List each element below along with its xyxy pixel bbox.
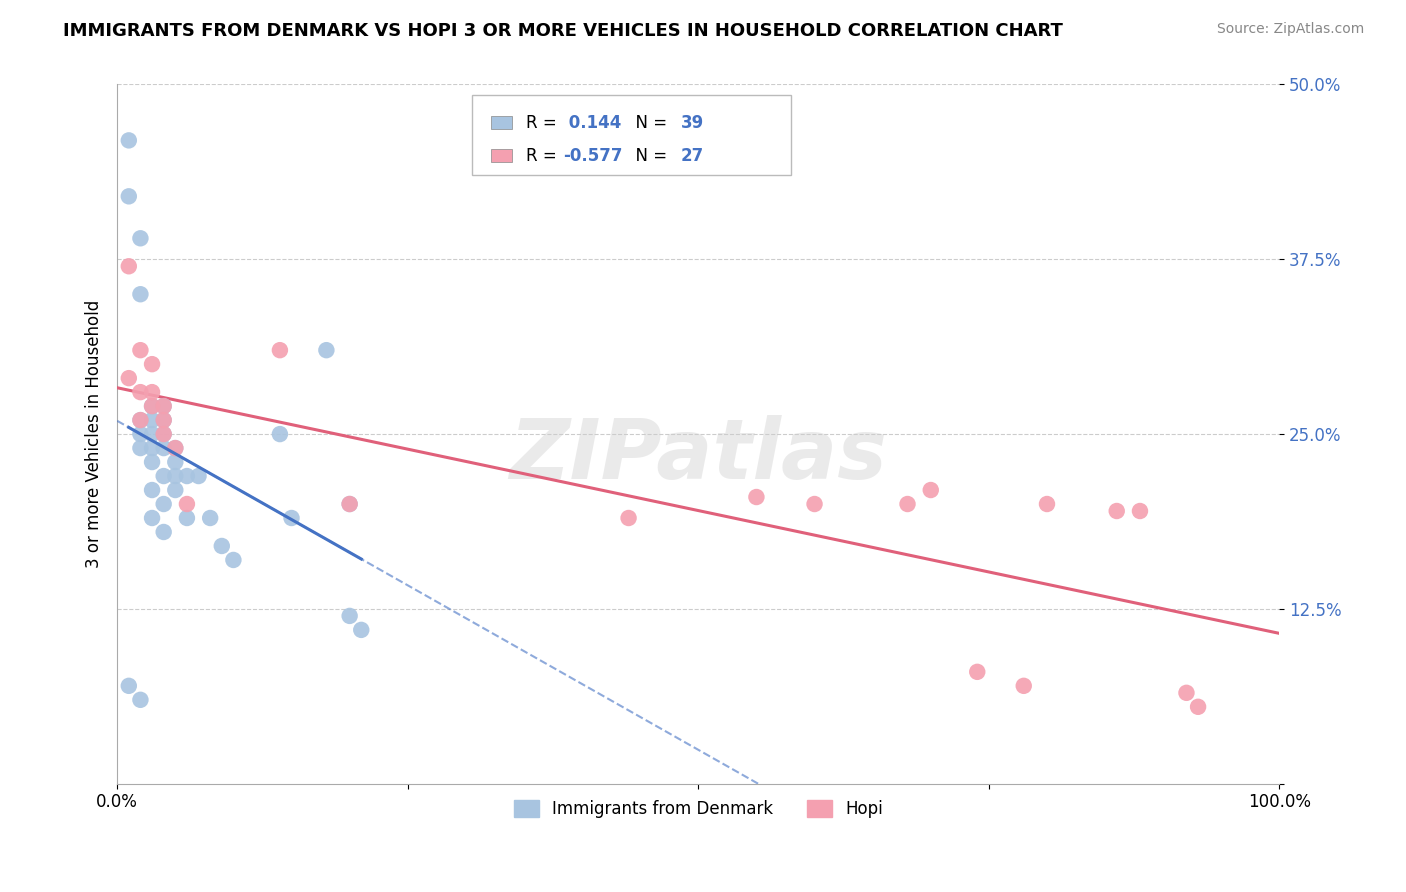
Point (1012, 679, 1035, 693)
Point (176, 469, 198, 483)
Point (118, 371, 141, 385)
Point (141, 441, 163, 455)
Legend: Immigrants from Denmark, Hopi: Immigrants from Denmark, Hopi (508, 793, 890, 824)
Point (141, 483, 163, 497)
Text: N =: N = (626, 113, 672, 132)
Point (152, 399, 174, 413)
Point (745, 490, 768, 504)
Point (617, 511, 640, 525)
Point (211, 539, 233, 553)
Point (896, 497, 918, 511)
Point (1175, 686, 1198, 700)
Point (176, 511, 198, 525)
Point (129, 287, 152, 301)
Point (315, 343, 337, 358)
Text: 27: 27 (681, 146, 704, 165)
Point (966, 665, 988, 679)
Point (152, 413, 174, 427)
Point (280, 511, 302, 525)
Point (141, 357, 163, 371)
Point (165, 441, 187, 455)
Point (152, 399, 174, 413)
Point (141, 413, 163, 427)
Point (152, 441, 174, 455)
Point (152, 469, 174, 483)
Point (129, 413, 152, 427)
Point (339, 497, 361, 511)
Point (141, 455, 163, 469)
Y-axis label: 3 or more Vehicles in Household: 3 or more Vehicles in Household (86, 300, 103, 568)
Point (118, 133, 141, 147)
Point (129, 427, 152, 442)
Point (339, 497, 361, 511)
Point (165, 483, 187, 497)
Point (1105, 504, 1128, 518)
Point (165, 455, 187, 469)
Point (198, 511, 221, 525)
Text: 39: 39 (681, 113, 704, 132)
Point (803, 497, 825, 511)
Point (165, 469, 187, 483)
Point (152, 413, 174, 427)
Point (1187, 699, 1209, 714)
Point (1036, 497, 1059, 511)
Point (165, 441, 187, 455)
Text: -0.577: -0.577 (564, 146, 623, 165)
Point (187, 469, 209, 483)
Point (129, 441, 152, 455)
Text: ZIPatlas: ZIPatlas (509, 415, 887, 496)
Point (129, 385, 152, 400)
Text: N =: N = (626, 146, 672, 165)
Text: R =: R = (526, 146, 562, 165)
Text: IMMIGRANTS FROM DENMARK VS HOPI 3 OR MORE VEHICLES IN HOUSEHOLD CORRELATION CHAR: IMMIGRANTS FROM DENMARK VS HOPI 3 OR MOR… (63, 22, 1063, 40)
Point (141, 511, 163, 525)
Point (269, 427, 291, 442)
Point (141, 399, 163, 413)
Text: 0.144: 0.144 (564, 113, 621, 132)
Point (118, 189, 141, 203)
Point (176, 497, 198, 511)
Point (118, 679, 141, 693)
Point (350, 623, 373, 637)
Text: R =: R = (526, 113, 562, 132)
FancyBboxPatch shape (492, 116, 512, 129)
Point (920, 483, 942, 497)
Point (129, 413, 152, 427)
Point (339, 608, 361, 623)
Point (129, 231, 152, 245)
FancyBboxPatch shape (471, 95, 792, 176)
Point (129, 343, 152, 358)
Point (152, 427, 174, 442)
Point (1129, 504, 1152, 518)
Point (152, 427, 174, 442)
FancyBboxPatch shape (492, 149, 512, 162)
Point (152, 524, 174, 539)
Point (141, 427, 163, 442)
Point (141, 399, 163, 413)
Text: Source: ZipAtlas.com: Source: ZipAtlas.com (1216, 22, 1364, 37)
Point (152, 497, 174, 511)
Point (129, 693, 152, 707)
Point (141, 385, 163, 400)
Point (118, 259, 141, 273)
Point (222, 553, 245, 567)
Point (269, 343, 291, 358)
